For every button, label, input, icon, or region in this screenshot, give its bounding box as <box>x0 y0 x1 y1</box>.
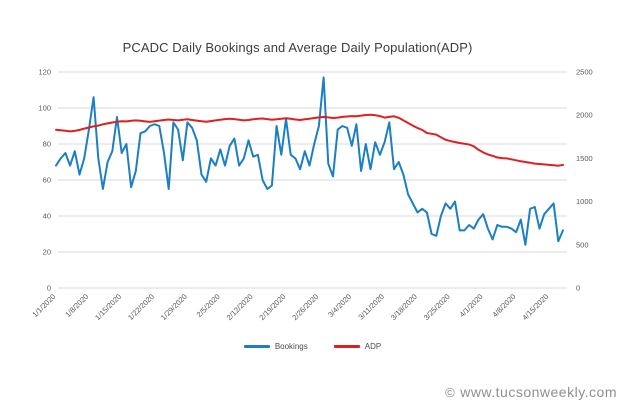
x-tick-label: 4/8/2020 <box>490 292 517 319</box>
legend-item-adp: ADP <box>333 342 382 351</box>
x-tick-label: 4/1/2020 <box>458 292 485 319</box>
y-left-tick-label: 60 <box>43 176 51 185</box>
y-right-tick-label: 2500 <box>576 68 593 77</box>
copyright-icon: © <box>445 384 456 400</box>
y-left-tick-label: 0 <box>47 284 51 293</box>
chart-title: PCADC Daily Bookings and Average Daily P… <box>122 40 473 55</box>
y-left-tick-label: 120 <box>38 68 51 77</box>
x-tick-label: 1/1/2020 <box>30 292 57 319</box>
bookings-line <box>55 76 564 246</box>
x-tick-label: 2/19/2020 <box>257 292 287 322</box>
x-tick-label: 1/8/2020 <box>63 292 90 319</box>
y-left-tick-label: 40 <box>43 212 51 221</box>
x-tick-label: 2/26/2020 <box>290 292 320 322</box>
adp-legend-swatch <box>333 345 360 348</box>
y-left-tick-label: 80 <box>43 140 51 149</box>
y-right-tick-label: 0 <box>576 284 580 293</box>
bookings-legend-label: Bookings <box>274 342 308 351</box>
x-tick-label: 4/15/2020 <box>520 292 550 322</box>
adp-legend-label: ADP <box>364 342 382 351</box>
x-tick-label: 3/18/2020 <box>389 292 419 322</box>
x-tick-label: 1/29/2020 <box>159 292 189 322</box>
y-left-tick-label: 20 <box>43 248 51 257</box>
x-tick-label: 2/12/2020 <box>225 292 255 322</box>
watermark-text: www.tucsonweekly.com <box>460 384 617 400</box>
y-left-tick-label: 100 <box>38 104 51 113</box>
x-tick-label: 1/22/2020 <box>126 292 156 322</box>
legend: Bookings ADP <box>0 342 625 351</box>
watermark: © www.tucsonweekly.com <box>445 384 617 400</box>
plot-area: 0 20 40 60 80 100 120 0 500 1000 1500 2000 2500 1/1/2… <box>30 68 593 323</box>
x-tick-label: 3/11/2020 <box>356 292 386 322</box>
x-tick-label: 2/5/2020 <box>195 292 222 319</box>
y-right-tick-label: 1500 <box>576 154 593 163</box>
y-right-tick-label: 500 <box>576 240 589 249</box>
legend-item-bookings: Bookings <box>243 342 308 351</box>
bookings-legend-swatch <box>243 345 270 348</box>
x-tick-label: 3/25/2020 <box>422 292 452 322</box>
y-right-tick-label: 1000 <box>576 197 593 206</box>
y-right-tick-label: 2000 <box>576 111 593 120</box>
adp-line <box>55 113 564 167</box>
x-tick-label: 1/15/2020 <box>93 292 123 322</box>
x-tick-label: 3/4/2020 <box>326 292 353 319</box>
